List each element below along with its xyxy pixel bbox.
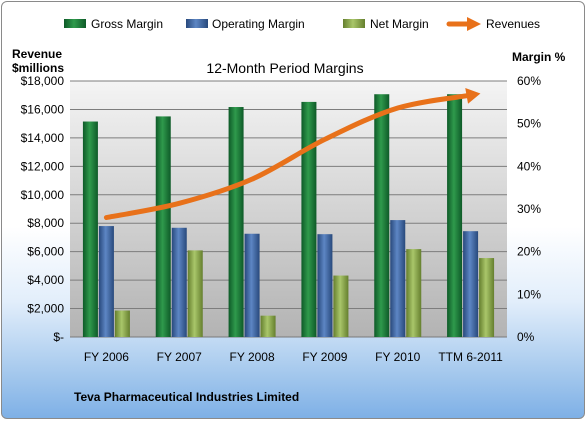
gross-margin-bar xyxy=(155,116,171,337)
operating-margin-bar xyxy=(463,231,479,337)
left-tick-label: $2,000 xyxy=(27,302,64,316)
left-tick-label: $6,000 xyxy=(27,245,64,259)
left-tick-label: $18,000 xyxy=(21,74,65,88)
left-axis-label-line2: $millions xyxy=(12,61,64,75)
right-tick-label: 10% xyxy=(517,287,541,301)
right-tick-label: 30% xyxy=(517,202,541,216)
operating-margin-bar xyxy=(98,226,114,337)
left-tick-label: $10,000 xyxy=(21,188,65,202)
net-margin-bar xyxy=(406,249,422,337)
legend-label-gross-margin: Gross Margin xyxy=(91,17,163,31)
left-tick-label: $4,000 xyxy=(27,273,64,287)
company-name: Teva Pharmaceutical Industries Limited xyxy=(74,390,299,404)
operating-margin-bar xyxy=(244,233,260,337)
net-margin-bar xyxy=(260,315,276,337)
right-tick-label: 40% xyxy=(517,159,541,173)
x-tick-label: FY 2010 xyxy=(375,350,420,364)
right-axis-label: Margin % xyxy=(512,50,566,64)
chart: Gross Margin Operating Margin Net Margin… xyxy=(12,17,566,404)
right-axis-ticks: 0% 10% 20% 30% 40% 50% 60% xyxy=(517,74,541,344)
x-tick-label: TTM 6-2011 xyxy=(438,350,503,364)
plot-area xyxy=(70,81,507,337)
legend-swatch-revenues xyxy=(446,17,481,31)
left-tick-label: $8,000 xyxy=(27,216,64,230)
left-axis-label-line1: Revenue xyxy=(12,47,62,61)
net-margin-bar xyxy=(114,310,130,337)
gross-margin-bar xyxy=(82,121,98,338)
legend-label-operating-margin: Operating Margin xyxy=(212,17,305,31)
gridlines xyxy=(70,80,507,310)
x-tick-label: FY 2008 xyxy=(230,350,275,364)
legend-swatch-operating-margin xyxy=(186,19,208,28)
legend-label-net-margin: Net Margin xyxy=(370,17,429,31)
chart-title: 12-Month Period Margins xyxy=(206,60,363,76)
revenue-line xyxy=(103,92,474,221)
operating-margin-bar xyxy=(390,220,406,337)
net-margin-bar xyxy=(187,250,203,337)
x-tick-label: FY 2007 xyxy=(157,350,202,364)
net-margin-bar xyxy=(479,258,495,337)
left-tick-label: $16,000 xyxy=(21,102,65,116)
x-axis-ticks: FY 2006 FY 2007 FY 2008 FY 2009 FY 2010 TTM 6… xyxy=(84,350,503,364)
net-margin-bar xyxy=(333,275,349,337)
legend-swatch-gross-margin xyxy=(64,19,86,28)
gross-margin-bar xyxy=(301,101,317,337)
operating-margin-bar xyxy=(317,234,333,337)
right-tick-label: 50% xyxy=(517,117,541,131)
operating-margin-bar xyxy=(171,227,187,337)
bars xyxy=(82,94,495,338)
gross-margin-bar xyxy=(447,94,463,337)
revenue-arrow-head xyxy=(465,88,481,104)
legend-label-revenues: Revenues xyxy=(486,17,540,31)
legend: Gross Margin Operating Margin Net Margin… xyxy=(64,17,540,31)
left-tick-label: $- xyxy=(53,330,64,344)
gross-margin-bar xyxy=(228,107,244,337)
right-tick-label: 0% xyxy=(517,330,535,344)
right-tick-label: 20% xyxy=(517,245,541,259)
left-tick-label: $14,000 xyxy=(21,131,65,145)
gross-margin-bar xyxy=(374,94,390,337)
left-tick-label: $12,000 xyxy=(21,159,65,173)
x-tick-label: FY 2009 xyxy=(302,350,347,364)
x-tick-label: FY 2006 xyxy=(84,350,129,364)
right-tick-label: 60% xyxy=(517,74,541,88)
legend-swatch-net-margin xyxy=(343,19,365,28)
revenue-line-group xyxy=(103,88,481,221)
left-axis-ticks: $- $2,000 $4,000 $6,000 $8,000 $10,000 $12,000… xyxy=(21,74,65,344)
